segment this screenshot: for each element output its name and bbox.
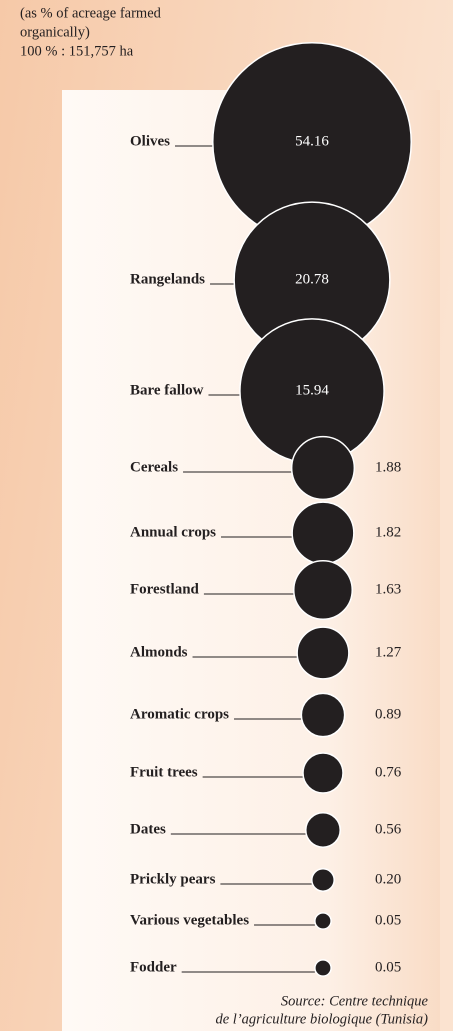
value-label: 1.27	[375, 644, 402, 660]
value-label: 0.05	[375, 959, 401, 975]
value-label: 1.63	[375, 581, 401, 597]
bubble	[314, 959, 332, 977]
value-label: 1.82	[375, 524, 401, 540]
bubble	[302, 752, 344, 794]
category-label: Fruit trees	[130, 764, 198, 780]
category-label: Bare fallow	[130, 382, 204, 398]
value-label: 15.94	[295, 382, 329, 398]
bubble	[311, 868, 335, 892]
value-label: 1.88	[375, 459, 401, 475]
category-label: Forestland	[130, 581, 200, 597]
bubble	[314, 912, 332, 930]
category-label: Prickly pears	[130, 871, 216, 887]
value-label: 0.05	[375, 912, 401, 928]
category-label: Rangelands	[130, 271, 205, 287]
bubble	[305, 812, 341, 848]
value-label: 0.56	[375, 821, 402, 837]
value-label: 20.78	[295, 271, 329, 287]
category-label: Cereals	[130, 459, 178, 475]
source: Source: Centre technique	[281, 993, 429, 1009]
bubble	[293, 560, 353, 620]
subtitle: 100 % : 151,757 ha	[20, 43, 134, 59]
subtitle: (as % of acreage farmed	[20, 5, 162, 21]
category-label: Various vegetables	[130, 912, 249, 928]
bubble	[300, 692, 346, 738]
category-label: Olives	[130, 133, 170, 149]
value-label: 0.89	[375, 706, 401, 722]
subtitle: organically)	[20, 24, 90, 40]
category-label: Dates	[130, 821, 166, 837]
value-label: 0.20	[375, 871, 401, 887]
category-label: Fodder	[130, 959, 177, 975]
bubble	[290, 435, 356, 501]
category-label: Aromatic crops	[130, 706, 229, 722]
category-label: Almonds	[130, 644, 188, 660]
category-label: Annual crops	[130, 524, 216, 540]
bubble	[291, 501, 355, 565]
value-label: 0.76	[375, 764, 402, 780]
value-label: 54.16	[295, 133, 329, 149]
source: de l’agriculture biologique (Tunisia)	[215, 1011, 428, 1027]
bubble	[296, 626, 350, 680]
